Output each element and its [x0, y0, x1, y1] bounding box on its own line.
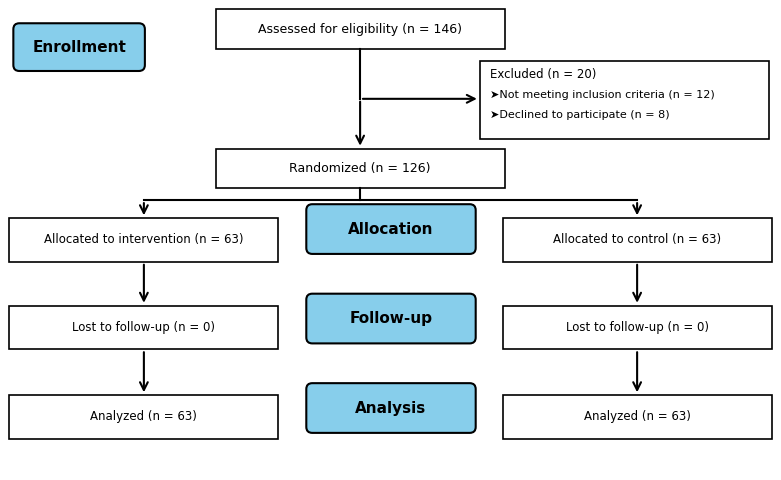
- Text: Analyzed (n = 63): Analyzed (n = 63): [91, 410, 198, 423]
- Text: Allocated to control (n = 63): Allocated to control (n = 63): [553, 233, 721, 247]
- FancyBboxPatch shape: [9, 306, 278, 349]
- Text: Excluded (n = 20): Excluded (n = 20): [490, 69, 596, 82]
- Text: Allocated to intervention (n = 63): Allocated to intervention (n = 63): [45, 233, 244, 247]
- FancyBboxPatch shape: [9, 218, 278, 262]
- FancyBboxPatch shape: [503, 306, 772, 349]
- Text: Follow-up: Follow-up: [350, 311, 433, 326]
- FancyBboxPatch shape: [480, 61, 769, 139]
- Text: Allocation: Allocation: [348, 222, 433, 237]
- FancyBboxPatch shape: [306, 383, 476, 433]
- Text: Randomized (n = 126): Randomized (n = 126): [289, 162, 431, 175]
- FancyBboxPatch shape: [216, 9, 505, 49]
- Text: ➤Not meeting inclusion criteria (n = 12): ➤Not meeting inclusion criteria (n = 12): [490, 90, 715, 100]
- Text: Lost to follow-up (n = 0): Lost to follow-up (n = 0): [73, 321, 216, 334]
- FancyBboxPatch shape: [13, 23, 145, 71]
- Text: Enrollment: Enrollment: [32, 40, 126, 55]
- Text: Analyzed (n = 63): Analyzed (n = 63): [583, 410, 690, 423]
- Text: ➤Declined to participate (n = 8): ➤Declined to participate (n = 8): [490, 110, 669, 120]
- Text: Assessed for eligibility (n = 146): Assessed for eligibility (n = 146): [258, 23, 462, 36]
- FancyBboxPatch shape: [306, 294, 476, 343]
- FancyBboxPatch shape: [9, 395, 278, 439]
- Text: Analysis: Analysis: [355, 400, 426, 416]
- Text: Lost to follow-up (n = 0): Lost to follow-up (n = 0): [565, 321, 708, 334]
- FancyBboxPatch shape: [503, 395, 772, 439]
- FancyBboxPatch shape: [306, 204, 476, 254]
- FancyBboxPatch shape: [216, 148, 505, 188]
- FancyBboxPatch shape: [503, 218, 772, 262]
